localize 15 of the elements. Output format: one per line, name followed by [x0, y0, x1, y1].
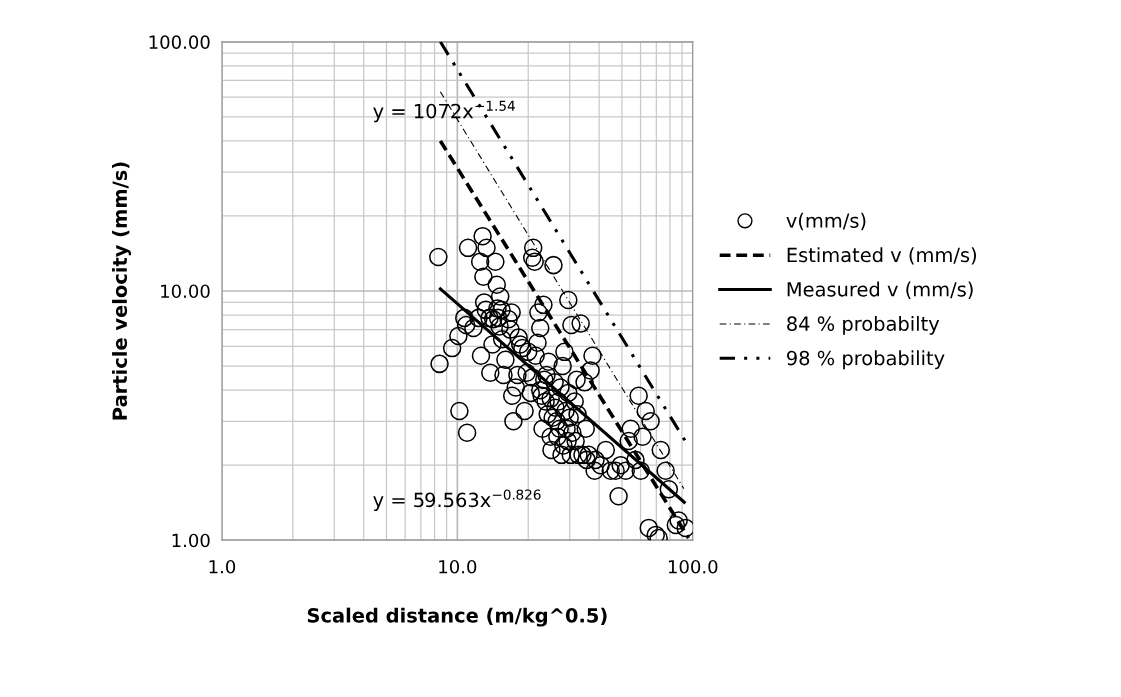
x-axis-title: Scaled distance (m/kg^0.5)	[307, 607, 607, 627]
x-tick-label: 100.0	[668, 559, 718, 574]
x-tick-label: 10.0	[439, 559, 477, 574]
annotation: y = 59.563x$^{−0.826}$	[373, 489, 541, 512]
legend-label: Measured v (mm/s)	[787, 281, 973, 299]
y-tick-label: 10.00	[161, 284, 210, 299]
legend-label: v(mm/s)	[786, 212, 866, 231]
x-tick-label: 1.0	[209, 559, 236, 574]
y-tick-label: 100.00	[149, 35, 210, 49]
y-axis-title: Particle velocity (mm/s)	[112, 162, 131, 420]
legend-label: Estimated v (mm/s)	[787, 247, 976, 265]
annotation: y = 1072x$^{−1.54}$	[373, 100, 515, 123]
legend-label: 84 % probabilty	[787, 315, 940, 335]
legend-label: 98 % probability	[787, 350, 945, 370]
y-tick-label: 1.00	[172, 533, 210, 548]
